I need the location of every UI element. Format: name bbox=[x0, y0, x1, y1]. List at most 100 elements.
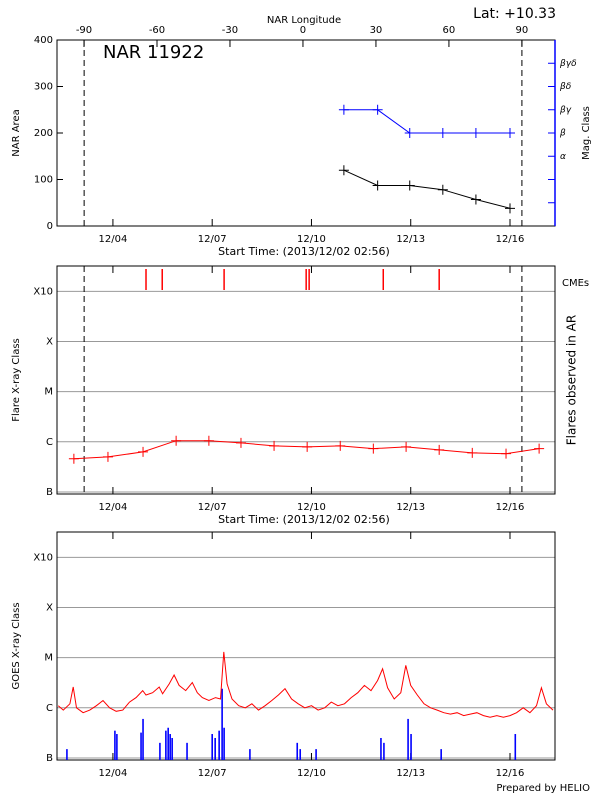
y-axis-label: Flare X-ray Class bbox=[11, 338, 22, 422]
y2-tick-label: βγδ bbox=[559, 59, 577, 69]
x2-tick-label: -90 bbox=[76, 25, 92, 36]
x2-tick-label: 60 bbox=[443, 25, 456, 36]
y-tick-label: M bbox=[44, 653, 53, 664]
cme-label: CMEs bbox=[562, 278, 589, 289]
x-tick-label: 12/04 bbox=[99, 768, 128, 779]
x-tick-label: 12/16 bbox=[496, 768, 525, 779]
x2-tick-label: -60 bbox=[149, 25, 165, 36]
event-bar bbox=[167, 727, 169, 760]
x-axis-label: Start Time: (2013/12/02 02:56) bbox=[218, 245, 390, 258]
point-marker bbox=[534, 443, 545, 454]
event-bar bbox=[218, 730, 220, 760]
event-bar bbox=[159, 742, 161, 760]
event-bar bbox=[169, 734, 171, 760]
point-marker bbox=[467, 447, 478, 458]
event-bar bbox=[299, 749, 302, 760]
series-line bbox=[57, 651, 554, 718]
event-bar bbox=[383, 742, 385, 760]
y-tick-label: X bbox=[46, 336, 53, 347]
event-bar bbox=[140, 732, 142, 760]
y2-tick-label: βγ bbox=[559, 105, 572, 115]
event-bar bbox=[186, 742, 188, 760]
y2-tick-label: β bbox=[559, 129, 566, 139]
point-marker bbox=[470, 194, 481, 205]
event-bar bbox=[66, 749, 68, 760]
y-tick-label: B bbox=[46, 487, 53, 498]
y-tick-label: 100 bbox=[34, 175, 53, 186]
event-bar bbox=[211, 734, 213, 760]
y2-tick-label: βδ bbox=[559, 82, 572, 92]
y-tick-label: 200 bbox=[34, 128, 53, 139]
point-marker bbox=[335, 440, 346, 451]
event-bar bbox=[142, 718, 144, 760]
point-marker bbox=[437, 128, 448, 138]
y2-axis-label: Flares observed in AR bbox=[565, 315, 579, 445]
event-bar bbox=[296, 742, 299, 760]
event-bar bbox=[410, 734, 412, 760]
point-marker bbox=[437, 184, 448, 195]
event-bar bbox=[116, 734, 118, 760]
event-bar bbox=[165, 730, 167, 760]
point-marker bbox=[171, 435, 182, 446]
point-marker bbox=[434, 444, 445, 455]
event-bar bbox=[315, 749, 317, 760]
x-tick-label: 12/13 bbox=[396, 768, 425, 779]
x2-tick-label: 30 bbox=[370, 25, 383, 36]
plot-frame bbox=[56, 265, 556, 495]
event-bar bbox=[214, 737, 216, 760]
x-tick-label: 12/10 bbox=[297, 768, 326, 779]
y-tick-label: C bbox=[46, 437, 53, 448]
x2-axis-label: NAR Longitude bbox=[267, 15, 341, 26]
y2-tick-label: α bbox=[560, 152, 566, 162]
event-bar bbox=[407, 718, 409, 760]
event-bar bbox=[440, 749, 442, 760]
point-marker bbox=[372, 104, 383, 115]
point-marker bbox=[401, 441, 412, 452]
x-tick-label: 12/04 bbox=[99, 502, 128, 513]
point-marker bbox=[203, 435, 214, 446]
x-tick-label: 12/13 bbox=[396, 502, 425, 513]
y-tick-label: 400 bbox=[34, 35, 53, 46]
series-line bbox=[343, 109, 510, 134]
y2-axis-label: Mag. Class bbox=[581, 106, 592, 160]
point-marker bbox=[504, 128, 515, 138]
event-bar bbox=[221, 688, 223, 760]
x-tick-label: 12/10 bbox=[297, 234, 326, 245]
point-marker bbox=[404, 128, 415, 138]
x-tick-label: 12/07 bbox=[198, 502, 227, 513]
point-marker bbox=[102, 451, 113, 462]
point-marker bbox=[368, 443, 379, 454]
point-marker bbox=[235, 437, 246, 448]
point-marker bbox=[302, 441, 313, 452]
event-bar bbox=[114, 730, 116, 760]
point-marker bbox=[269, 440, 280, 451]
y-tick-label: 0 bbox=[47, 221, 53, 232]
series-line bbox=[343, 169, 511, 209]
panel-title: NAR 11922 bbox=[103, 42, 204, 63]
event-bar bbox=[171, 737, 173, 760]
x-tick-label: 12/04 bbox=[99, 234, 128, 245]
y-tick-label: C bbox=[46, 703, 53, 714]
y-tick-label: X10 bbox=[33, 286, 53, 297]
y-axis-label: GOES X-ray Class bbox=[11, 602, 22, 689]
x-tick-label: 12/10 bbox=[297, 502, 326, 513]
event-bar bbox=[249, 749, 251, 760]
annotation: Lat: +10.33 bbox=[473, 6, 556, 22]
x2-tick-label: 90 bbox=[516, 25, 529, 36]
point-marker bbox=[501, 448, 512, 459]
x-tick-label: 12/07 bbox=[198, 234, 227, 245]
event-bar bbox=[380, 737, 382, 760]
point-marker bbox=[68, 453, 79, 464]
point-marker bbox=[470, 128, 481, 138]
x-tick-label: 12/13 bbox=[396, 234, 425, 245]
y-axis-label: NAR Area bbox=[11, 109, 22, 156]
x-tick-label: 12/16 bbox=[496, 502, 525, 513]
plot-frame bbox=[56, 531, 556, 761]
y-tick-label: B bbox=[46, 753, 53, 764]
point-marker bbox=[404, 180, 415, 191]
x2-tick-label: 0 bbox=[300, 25, 306, 36]
point-marker bbox=[338, 104, 349, 115]
y-tick-label: 300 bbox=[34, 82, 53, 93]
